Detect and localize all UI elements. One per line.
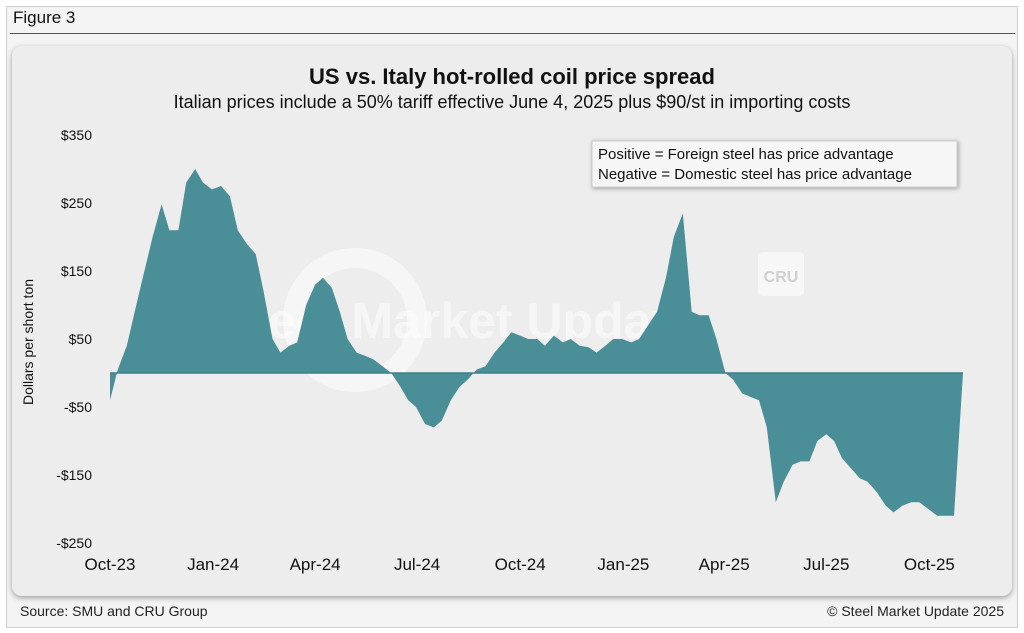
copyright-note: © Steel Market Update 2025 (827, 603, 1004, 619)
y-tick-label: -$250 (56, 535, 92, 551)
x-tick-label: Oct-24 (495, 555, 546, 574)
x-tick-label: Jul-24 (394, 555, 440, 574)
x-tick-label: Jul-25 (803, 555, 849, 574)
x-tick-label: Jan-25 (597, 555, 649, 574)
watermark-badge-text: CRU (764, 269, 799, 286)
y-tick-label: -$50 (64, 399, 92, 415)
figure-divider (10, 33, 1015, 34)
y-tick-label: $250 (61, 195, 92, 211)
x-tick-label: Apr-24 (290, 555, 341, 574)
legend-negative: Negative = Domestic steel has price adva… (598, 166, 912, 183)
y-tick-label: -$150 (56, 467, 92, 483)
watermark-badge-icon (758, 252, 804, 296)
y-tick-label: $50 (69, 331, 93, 347)
x-tick-label: Oct-25 (904, 555, 955, 574)
series-area (110, 169, 963, 516)
y-tick-label: $150 (61, 263, 92, 279)
legend-box: Positive = Foreign steel has price advan… (591, 140, 958, 188)
watermark-swoosh-icon (283, 248, 427, 392)
y-tick-label: $350 (61, 127, 92, 143)
x-tick-label: Jan-24 (187, 555, 239, 574)
chart-title: US vs. Italy hot-rolled coil price sprea… (309, 64, 715, 89)
x-tick-label: Oct-23 (84, 555, 135, 574)
legend-positive: Positive = Foreign steel has price advan… (598, 146, 894, 163)
figure-label: Figure 3 (13, 8, 76, 27)
y-axis-label: Dollars per short ton (20, 279, 36, 405)
chart-subtitle: Italian prices include a 50% tariff effe… (173, 92, 851, 112)
x-tick-label: Apr-25 (699, 555, 750, 574)
source-note: Source: SMU and CRU Group (20, 603, 208, 619)
